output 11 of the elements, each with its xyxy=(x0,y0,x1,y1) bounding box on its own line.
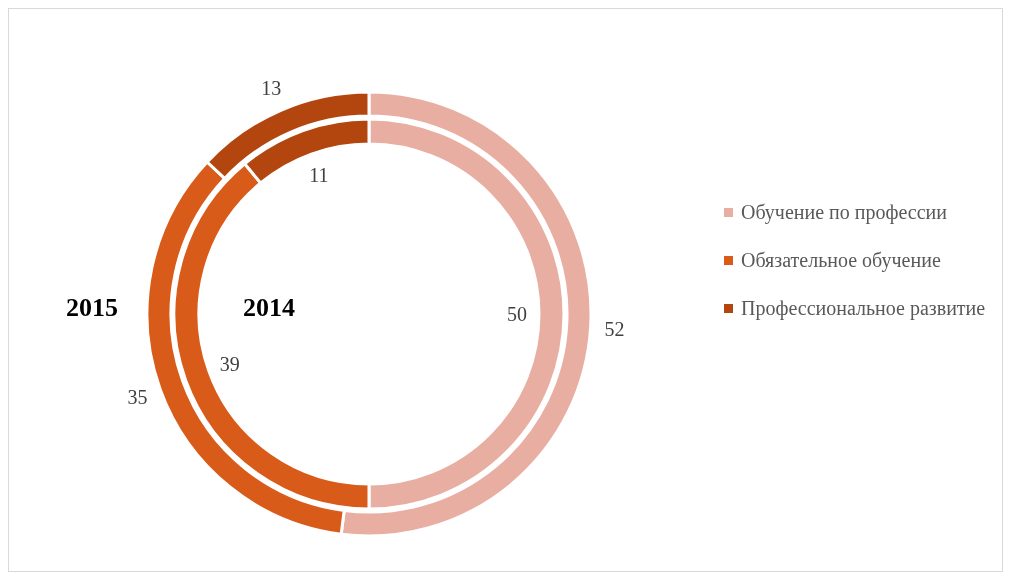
data-label: 50 xyxy=(507,303,527,325)
data-label: 11 xyxy=(309,163,329,186)
data-label: 52 xyxy=(604,318,625,341)
legend-label: Обучение по профессии xyxy=(741,200,947,225)
legend-label: Профессиональное развитие xyxy=(741,296,986,321)
data-label: 35 xyxy=(127,386,148,409)
slice-label: 2014 xyxy=(242,293,296,323)
data-label: 13 xyxy=(261,77,282,100)
slice-label: 2015 xyxy=(65,293,119,323)
data-label: 39 xyxy=(219,353,240,376)
legend-label: Обязательное обучение xyxy=(741,248,941,273)
